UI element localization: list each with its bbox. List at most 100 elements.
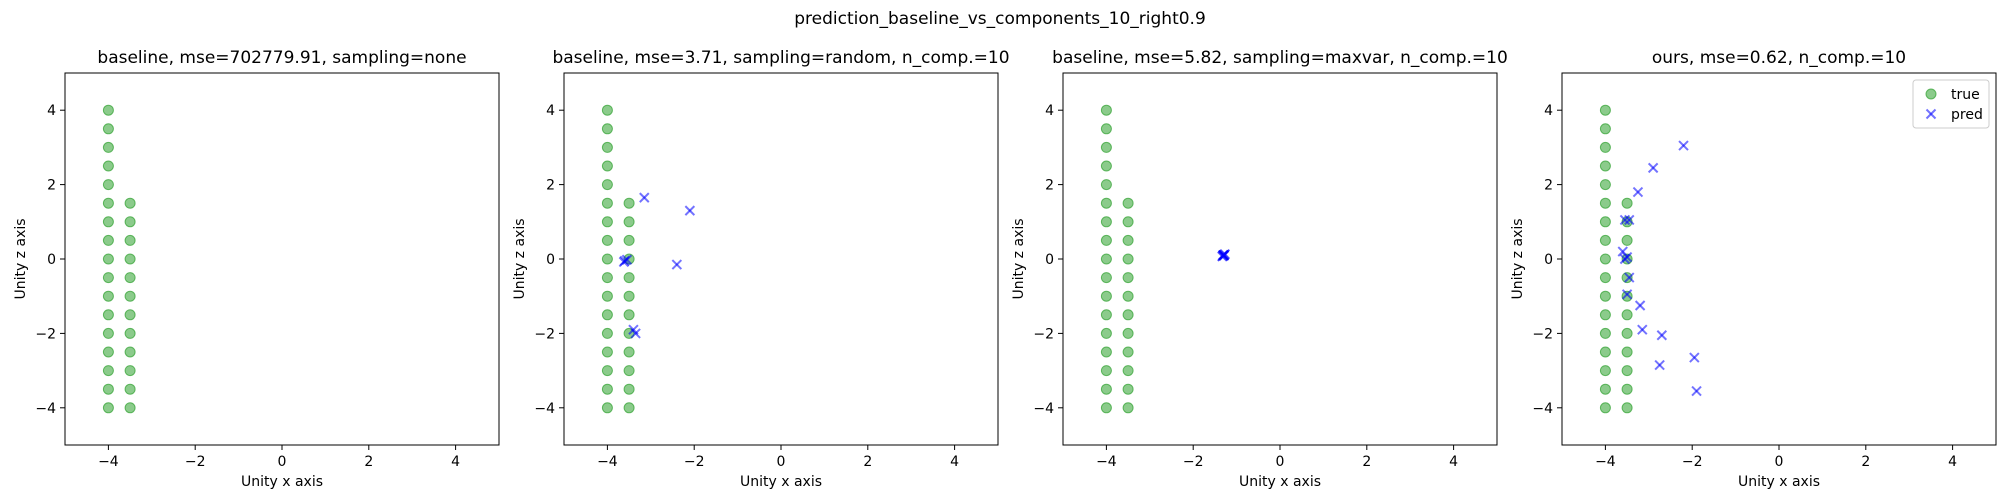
data-point-true [124, 216, 136, 228]
data-point-pred [1621, 289, 1633, 300]
subplot-4: ours, mse=0.62, n_comp.=10 −4 −2 0 2 4 −4 −2 0 2 4… [1510, 48, 1997, 490]
data-point-true [601, 402, 613, 414]
data-point-true [601, 216, 613, 228]
x-tick-label: 2 [863, 454, 872, 470]
y-tick-label: 4 [47, 103, 56, 119]
data-point-true [623, 402, 635, 414]
subplot-panels: baseline, mse=702779.91, sampling=none −4… [13, 48, 1997, 490]
pred-marker-stroke [1634, 300, 1646, 311]
pred-marker-stroke [1619, 253, 1631, 265]
series-true [102, 104, 136, 414]
y-tick-label: 2 [1544, 178, 1553, 194]
data-point-true [1100, 234, 1112, 246]
y-tick-label: 0 [546, 252, 555, 268]
data-point-true [1122, 253, 1134, 265]
data-point-true [1599, 402, 1611, 414]
data-point-true [1621, 346, 1633, 358]
data-point-true [1621, 290, 1633, 302]
pred-marker-stroke [1218, 250, 1229, 261]
data-point-true [1122, 216, 1134, 228]
data-point-pred [1637, 324, 1648, 335]
data-point-true [1100, 160, 1112, 172]
y-tick-label: 4 [546, 103, 555, 119]
x-axis-label: Unity x axis [1239, 474, 1321, 490]
data-point-true [1100, 402, 1112, 414]
x-axis-label: Unity x axis [740, 474, 822, 490]
y-axis-label: Unity z axis [512, 218, 528, 299]
data-point-pred [1678, 140, 1689, 151]
data-point-true [623, 197, 635, 209]
data-point-true [124, 365, 136, 377]
x-tick-label: 4 [950, 454, 959, 470]
data-point-true [102, 290, 114, 302]
data-point-true [1100, 216, 1112, 228]
data-point-true [601, 197, 613, 209]
data-point-pred [1654, 359, 1665, 371]
data-point-true [623, 216, 635, 228]
pred-marker-stroke [1691, 385, 1702, 397]
data-point-pred [1689, 352, 1700, 363]
x-tick-label: −2 [684, 454, 705, 470]
pred-marker-stroke [628, 324, 639, 335]
data-point-true [102, 234, 114, 246]
data-point-true [102, 272, 114, 284]
data-point-true [1122, 402, 1134, 414]
data-point-pred [1624, 214, 1635, 226]
x-tick-label: 2 [364, 454, 373, 470]
x-tick-label: 0 [1775, 454, 1784, 470]
x-tick-label: 4 [1948, 454, 1957, 470]
y-axis-label: Unity z axis [13, 218, 29, 299]
y-tick-label: −2 [1532, 326, 1553, 342]
data-point-true [124, 383, 136, 395]
y-tick-label: −2 [1033, 326, 1054, 342]
data-point-true [1122, 346, 1134, 358]
pred-marker-stroke [1619, 214, 1631, 226]
data-point-true [601, 104, 613, 116]
y-axis-label: Unity z axis [1011, 218, 1027, 299]
data-point-pred [618, 256, 630, 268]
data-point-true [102, 309, 114, 321]
data-point-true [1122, 272, 1134, 284]
data-point-true [1621, 309, 1633, 321]
data-point-true [102, 365, 114, 377]
subplot-2: baseline, mse=3.71, sampling=random, n_c… [512, 48, 1010, 490]
data-point-true [601, 327, 613, 339]
data-point-true [124, 253, 136, 265]
data-point-pred [1647, 162, 1659, 174]
data-point-true [1599, 272, 1611, 284]
y-tick-label: 0 [1544, 252, 1553, 268]
data-point-true [601, 179, 613, 191]
data-point-true [1122, 234, 1134, 246]
data-point-true [1599, 253, 1611, 265]
data-point-true [623, 383, 635, 395]
data-point-true [1599, 216, 1611, 228]
pred-marker-stroke [1656, 330, 1668, 341]
y-tick-label: 2 [1045, 178, 1054, 194]
series-pred [1617, 140, 1702, 397]
y-tick-label: 0 [47, 252, 56, 268]
pred-marker-stroke [1925, 108, 1937, 120]
data-point-pred [1619, 214, 1631, 226]
pred-marker-stroke [1624, 214, 1635, 226]
data-point-true [102, 179, 114, 191]
data-point-true [1621, 197, 1633, 209]
data-point-true [1621, 253, 1633, 265]
data-point-pred [1656, 330, 1668, 341]
data-point-true [1621, 234, 1633, 246]
data-point-pred [684, 205, 696, 216]
data-point-true [1599, 383, 1611, 395]
data-point-true [1621, 365, 1633, 377]
data-point-true [1599, 290, 1611, 302]
subplot-title: ours, mse=0.62, n_comp.=10 [1652, 48, 1906, 68]
plot-frame [64, 72, 500, 446]
data-point-true [1122, 197, 1134, 209]
data-point-true [124, 402, 136, 414]
data-point-true [623, 346, 635, 358]
x-tick-label: 0 [777, 454, 786, 470]
data-point-true [1100, 179, 1112, 191]
subplot-title: baseline, mse=5.82, sampling=maxvar, n_c… [1052, 48, 1508, 68]
x-tick-label: −2 [1183, 454, 1204, 470]
y-tick-label: 2 [546, 178, 555, 194]
data-point-true [1100, 123, 1112, 135]
x-tick-label: −2 [1682, 454, 1703, 470]
